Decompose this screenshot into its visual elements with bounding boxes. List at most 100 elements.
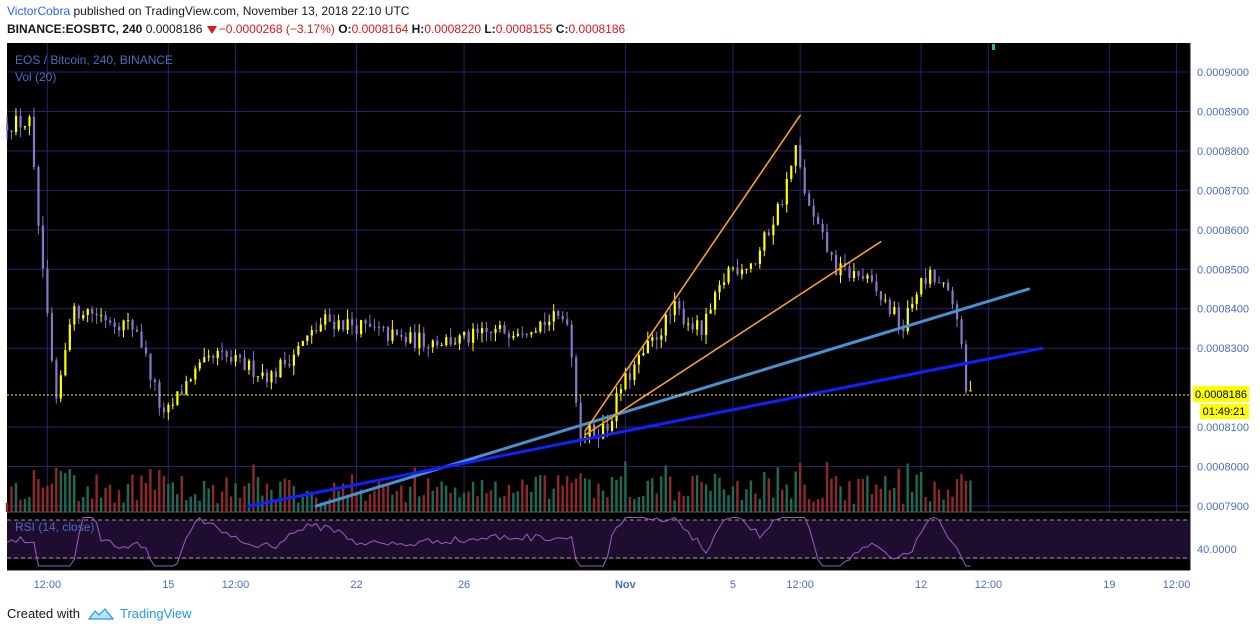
volume-bar	[910, 491, 914, 512]
candle-body	[727, 267, 730, 283]
published-text: published on TradingView.com, November 1…	[73, 4, 410, 18]
candle-body	[292, 354, 295, 366]
volume-bar	[807, 499, 811, 512]
candle-body	[503, 325, 506, 334]
candle-body	[247, 360, 251, 370]
volume-bar	[731, 486, 735, 512]
volume-bar	[435, 486, 439, 512]
current-price-label	[1193, 386, 1249, 402]
volume-bar	[113, 502, 116, 512]
candle-body	[745, 268, 748, 270]
candle-body	[149, 353, 152, 380]
volume-bar	[453, 487, 457, 512]
candle-body	[924, 278, 927, 284]
candle-body	[261, 372, 264, 377]
candle-body	[203, 357, 206, 363]
close-label: C:	[555, 22, 569, 36]
time-tick: 26	[458, 579, 470, 591]
candle-body	[821, 224, 824, 233]
volume-bar	[202, 480, 206, 512]
candle-body	[310, 330, 313, 336]
volume-bar	[135, 500, 139, 512]
open-label: O:	[338, 22, 352, 36]
volume-bar	[467, 491, 470, 512]
volume-bar	[485, 493, 488, 512]
candle-body	[548, 321, 551, 326]
candle-body	[731, 267, 735, 269]
volume-bar	[117, 490, 121, 512]
volume-bar	[521, 479, 524, 512]
volume-bar	[449, 492, 452, 512]
trendlines[interactable]	[247, 114, 1044, 508]
price-tick: 0.0008800	[1197, 146, 1249, 158]
trendline-blue[interactable]	[247, 346, 1044, 508]
created-with-text: Created with	[7, 606, 80, 621]
candle-body	[870, 275, 874, 282]
volume-bar	[534, 476, 537, 512]
volume-bar	[274, 501, 278, 512]
volume-bar	[194, 494, 197, 512]
candle-body	[489, 331, 493, 333]
volume-bar	[140, 475, 143, 512]
candle-body	[624, 373, 627, 390]
candle-body	[512, 335, 515, 338]
volume-bar	[337, 490, 340, 512]
volume-bar	[969, 480, 972, 512]
candle-body	[530, 332, 533, 335]
candle-body	[740, 269, 744, 275]
trendline-orange[interactable]	[584, 240, 882, 436]
author-link[interactable]: VictorCobra	[7, 4, 71, 18]
volume-bar	[597, 483, 600, 512]
volume-bar	[897, 468, 900, 512]
candle-body	[709, 309, 712, 314]
volume-bar	[23, 498, 27, 512]
volume-bar	[86, 486, 89, 512]
candle-body	[705, 313, 708, 335]
candle-body	[50, 313, 54, 361]
candle-body	[557, 311, 560, 316]
price-tick: 0.0007900	[1197, 501, 1249, 513]
volume-bar	[592, 498, 596, 512]
price-tick: 0.0009000	[1197, 67, 1249, 79]
last-price: 0.0008186	[145, 22, 203, 36]
candle-body	[14, 115, 18, 132]
volume-bar	[655, 493, 658, 512]
volume-bar	[418, 496, 421, 512]
volume-bar	[73, 475, 76, 512]
candle-body	[498, 325, 502, 329]
candle-body	[252, 360, 255, 378]
candle-body	[73, 306, 76, 325]
candle-body	[59, 375, 62, 399]
candle-body	[749, 263, 753, 269]
candle-body	[297, 345, 300, 355]
volume-bar	[543, 475, 546, 512]
candle-body	[893, 306, 896, 315]
volume-bar	[843, 500, 847, 512]
trendline-orange[interactable]	[584, 114, 801, 432]
candle-body	[10, 130, 13, 132]
rsi-band	[7, 520, 1190, 559]
volume-bar	[59, 471, 62, 512]
tradingview-link[interactable]: TradingView	[119, 606, 192, 621]
candle-body	[637, 355, 641, 365]
volume-bar	[561, 485, 564, 512]
price-axis[interactable]: 0.0009000 0.0008900 0.0008800 0.0008700 0.00…	[1197, 67, 1249, 513]
candle-body	[140, 331, 143, 348]
candle-body	[561, 315, 564, 320]
volume-bars	[5, 461, 972, 512]
volume-bar	[749, 480, 753, 512]
candle-body	[413, 332, 416, 349]
candle-body	[377, 326, 381, 328]
volume-bar	[906, 463, 909, 512]
volume-bar	[122, 502, 125, 512]
candle-body	[400, 334, 403, 337]
candle-body	[270, 371, 273, 383]
volume-bar	[928, 501, 932, 512]
candle-body	[485, 328, 488, 332]
time-axis[interactable]: 12:00 15 12:00 22 26 Nov 5 12:00 12 12:00 19 12:00	[34, 579, 1191, 591]
candle-body	[328, 314, 331, 322]
volume-bar	[404, 502, 408, 512]
volume-bar	[126, 483, 130, 512]
volume-bar	[413, 467, 416, 512]
